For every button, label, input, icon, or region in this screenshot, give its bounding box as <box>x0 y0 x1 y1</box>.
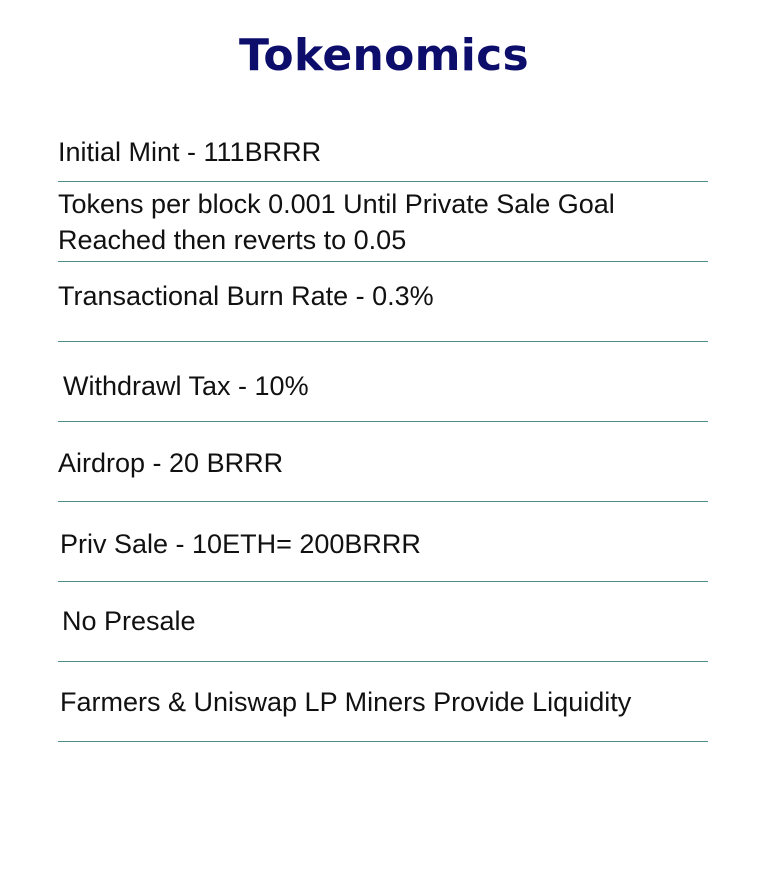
list-item-burn-rate: Transactional Burn Rate - 0.3% <box>58 281 434 311</box>
divider <box>58 581 708 582</box>
divider <box>58 341 708 342</box>
list-item-no-presale: No Presale <box>62 606 196 636</box>
divider <box>58 421 708 422</box>
list-item-tokens-per-block: Tokens per block 0.001 Until Private Sal… <box>58 189 615 255</box>
divider <box>58 661 708 662</box>
tokenomics-list: Initial Mint - 111BRRR Tokens per block … <box>58 0 708 872</box>
list-item-withdrawl-tax: Withdrawl Tax - 10% <box>63 371 309 401</box>
list-item-priv-sale: Priv Sale - 10ETH= 200BRRR <box>60 529 421 559</box>
divider <box>58 741 708 742</box>
list-item-liquidity: Farmers & Uniswap LP Miners Provide Liqu… <box>60 687 632 717</box>
list-item-airdrop: Airdrop - 20 BRRR <box>58 448 284 478</box>
divider <box>58 501 708 502</box>
page-title: Tokenomics <box>238 30 530 81</box>
list-item-initial-mint: Initial Mint - 111BRRR <box>58 137 322 167</box>
divider <box>58 181 708 182</box>
divider <box>58 261 708 262</box>
